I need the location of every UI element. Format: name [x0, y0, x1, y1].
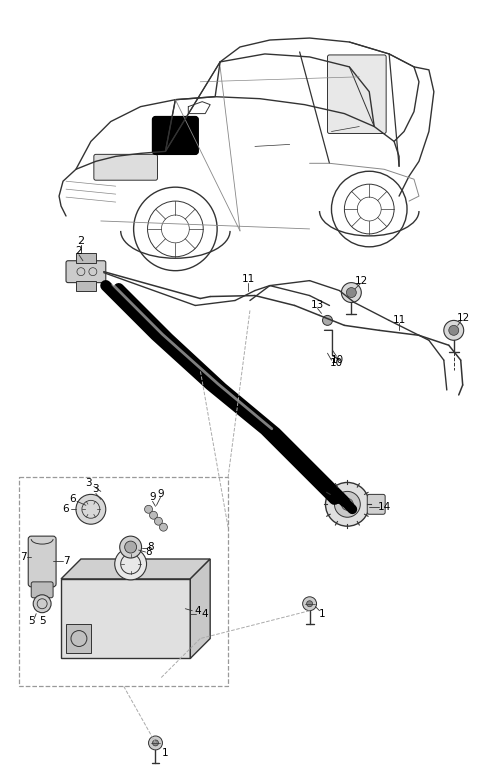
Text: 13: 13	[311, 301, 324, 311]
Circle shape	[120, 536, 142, 558]
Polygon shape	[61, 559, 210, 579]
Bar	[19, 477, 228, 686]
FancyBboxPatch shape	[66, 260, 106, 283]
Text: 6: 6	[63, 505, 69, 515]
Circle shape	[307, 601, 312, 607]
Polygon shape	[61, 579, 190, 659]
Text: 14: 14	[378, 502, 391, 512]
FancyBboxPatch shape	[153, 116, 198, 154]
Circle shape	[76, 494, 106, 524]
Bar	[76, 281, 96, 291]
Text: 6: 6	[70, 494, 76, 505]
Text: 2: 2	[76, 246, 82, 256]
Circle shape	[444, 320, 464, 340]
Polygon shape	[190, 559, 210, 659]
Circle shape	[341, 283, 361, 302]
Circle shape	[148, 736, 162, 750]
Circle shape	[33, 594, 51, 613]
Text: 2: 2	[77, 236, 84, 246]
Circle shape	[153, 740, 158, 746]
FancyBboxPatch shape	[94, 154, 157, 181]
Text: 4: 4	[195, 606, 202, 615]
Text: 10: 10	[330, 358, 343, 368]
Circle shape	[159, 523, 168, 531]
Text: 7: 7	[20, 552, 26, 562]
FancyBboxPatch shape	[31, 582, 53, 598]
Circle shape	[449, 326, 459, 336]
Text: 11: 11	[241, 274, 254, 284]
Circle shape	[115, 548, 146, 580]
Circle shape	[302, 597, 316, 611]
Text: 1: 1	[162, 748, 169, 758]
Text: 3: 3	[85, 478, 92, 488]
Circle shape	[335, 491, 360, 517]
FancyBboxPatch shape	[367, 494, 385, 515]
Text: 12: 12	[457, 313, 470, 323]
Text: 4: 4	[202, 608, 208, 618]
Circle shape	[144, 505, 153, 513]
Text: 9: 9	[149, 492, 156, 502]
Circle shape	[347, 288, 356, 298]
Circle shape	[325, 483, 369, 526]
Circle shape	[155, 517, 162, 525]
FancyBboxPatch shape	[28, 536, 56, 587]
Circle shape	[341, 498, 353, 510]
Text: 8: 8	[147, 542, 154, 552]
Text: 5: 5	[28, 615, 35, 625]
Text: 12: 12	[355, 276, 368, 286]
Text: 3: 3	[93, 484, 99, 494]
Text: 1: 1	[319, 608, 326, 618]
Bar	[66, 624, 91, 653]
Text: 8: 8	[145, 547, 152, 557]
Text: 10: 10	[331, 355, 344, 365]
Circle shape	[125, 541, 137, 553]
Bar	[76, 253, 96, 263]
Text: 9: 9	[157, 489, 164, 499]
Text: 11: 11	[393, 315, 406, 325]
Circle shape	[150, 512, 157, 519]
Text: 7: 7	[63, 556, 69, 566]
Text: 5: 5	[39, 615, 46, 625]
Circle shape	[323, 315, 333, 325]
FancyBboxPatch shape	[327, 55, 386, 133]
